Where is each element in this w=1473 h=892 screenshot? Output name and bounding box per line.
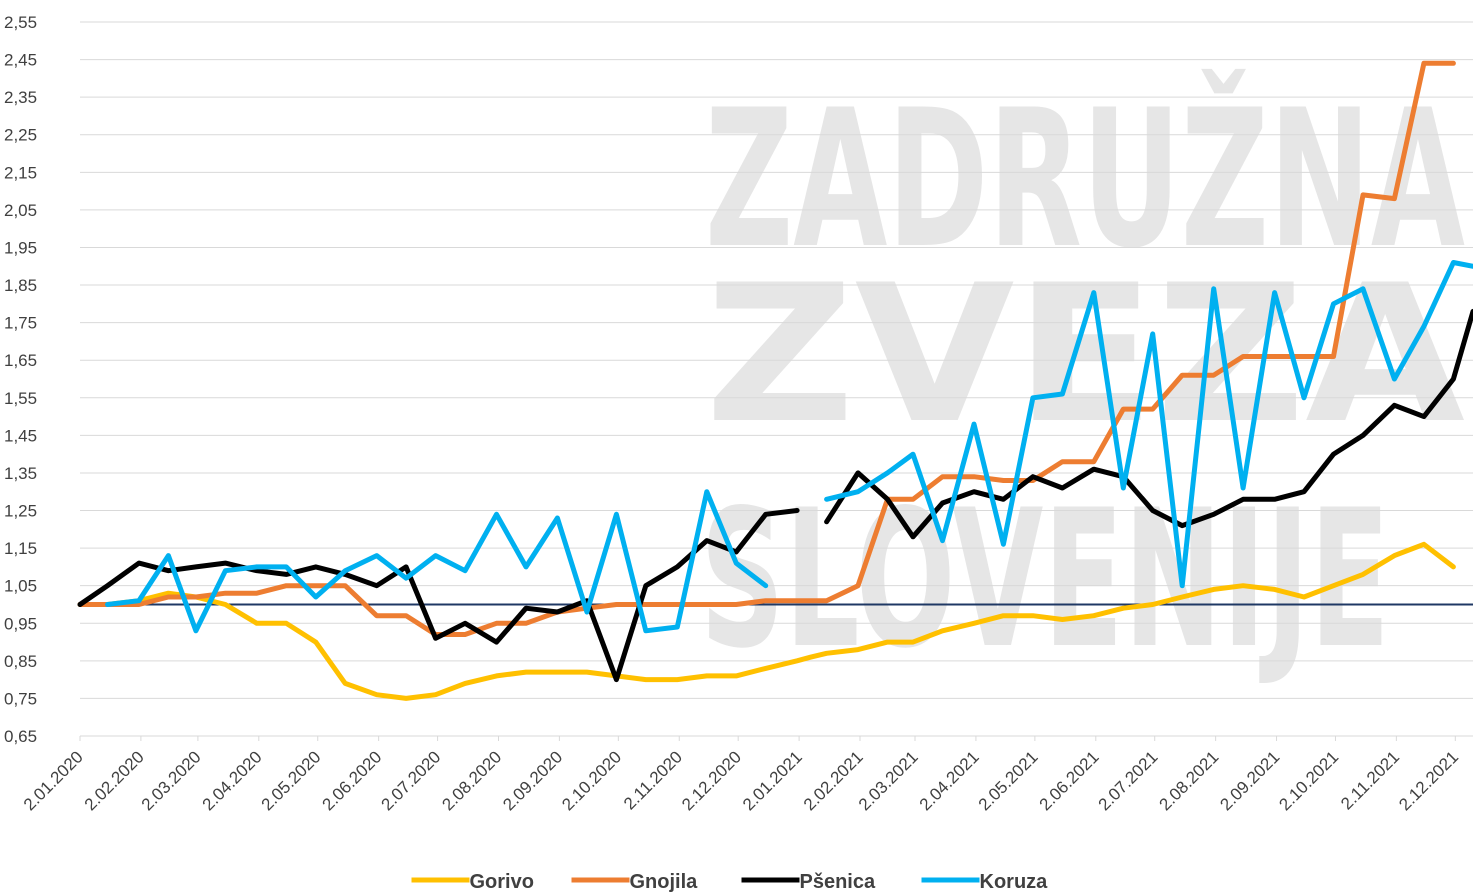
series-line [77,60,1456,637]
series-line [77,541,1456,701]
y-tick-label: 2,15 [4,163,37,182]
x-tick-label: 2.04.2021 [916,747,983,814]
y-tick-label: 0,85 [4,652,37,671]
x-tick-label: 2.02.2021 [800,747,867,814]
y-tick-label: 2,05 [4,201,37,220]
lines [77,60,1473,701]
watermark-text: SLOVENIJE [700,469,1390,690]
x-tick-label: 2.03.2021 [855,747,922,814]
y-tick-label: 1,85 [4,276,37,295]
y-tick-label: 2,25 [4,126,37,145]
legend: Gorivo Gnojila Pšenica Koruza [411,871,1049,892]
x-tick-label: 2.11.2021 [1337,747,1403,813]
legend-label: Gorivo [470,871,534,892]
legend-label: Gnojila [630,871,699,892]
y-tick-label: 1,55 [4,389,37,408]
y-tick-label: 1,25 [4,502,37,521]
x-tick-label: 2.01.2020 [20,747,87,814]
x-tick-label: 2.02.2020 [81,747,148,814]
y-tick-label: 1,65 [4,351,37,370]
legend-label: Koruza [980,871,1049,892]
x-tick-label: 2.12.2020 [678,747,745,814]
x-tick-label: 2.09.2020 [499,747,566,814]
y-tick-label: 1,35 [4,464,37,483]
y-tick-label: 1,45 [4,426,37,445]
x-tick-label: 2.10.2021 [1275,747,1342,814]
x-tick-label: 2.07.2020 [377,747,444,814]
x-tick-label: 2.04.2020 [199,747,266,814]
x-tick-label: 2.07.2021 [1095,747,1162,814]
watermark: ZADRUŽNAZVEZASLOVENIJE [700,68,1465,690]
x-tick-label: 2.05.2021 [975,747,1042,814]
y-tick-label: 2,55 [4,13,37,32]
y-tick-label: 2,35 [4,88,37,107]
y-tick-label: 1,95 [4,238,37,257]
x-tick-label: 2.05.2020 [258,747,325,814]
series-line [105,260,1473,634]
x-tick-label: 2.09.2021 [1216,747,1283,814]
legend-label: Pšenica [800,871,876,892]
x-tick-label: 2.06.2020 [319,747,386,814]
y-tick-label: 0,75 [4,689,37,708]
x-tick-label: 2.08.2020 [438,747,505,814]
watermark-text: ZVEZA [705,244,1465,465]
x-tick-label: 2.06.2021 [1036,747,1103,814]
watermark-text: ZADRUŽNA [705,68,1465,290]
x-tick-label: 2.10.2020 [558,747,625,814]
x-tick-label: 2.03.2020 [138,747,205,814]
x-tick-label: 2.08.2021 [1156,747,1223,814]
x-tick-label: 2.12.2021 [1395,747,1462,814]
y-tick-label: 1,05 [4,577,37,596]
y-tick-label: 2,45 [4,51,37,70]
y-tick-label: 0,95 [4,614,37,633]
y-tick-label: 0,65 [4,727,37,746]
x-tick-label: 2.11.2020 [620,747,686,813]
y-tick-label: 1,15 [4,539,37,558]
x-tick-label: 2.01.2021 [739,747,806,814]
y-tick-label: 1,75 [4,314,37,333]
